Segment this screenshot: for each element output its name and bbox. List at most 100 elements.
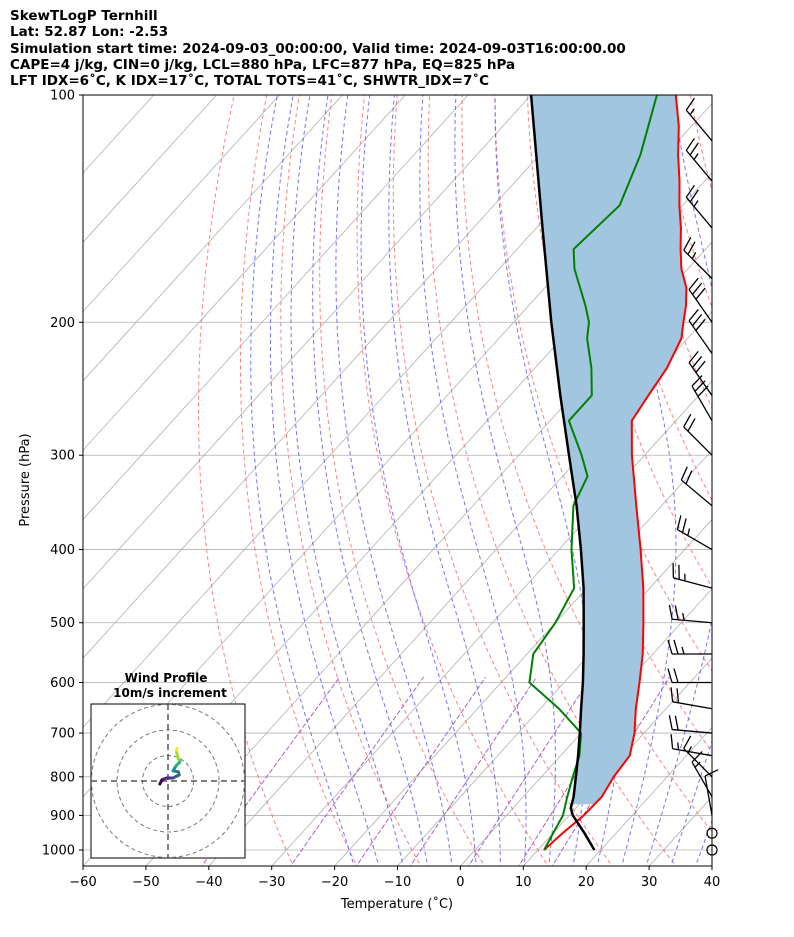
barb-shaft (672, 748, 713, 757)
mixing-ratio-line (409, 676, 538, 866)
x-tick-label: −30 (258, 875, 285, 890)
wind-barb (670, 687, 713, 710)
barb-half-flag (693, 200, 699, 207)
barb-shaft (691, 385, 713, 422)
y-tick-label: 1000 (42, 844, 75, 859)
y-tick-label: 400 (50, 543, 75, 558)
dry-adiabat (240, 95, 358, 866)
y-tick-label: 500 (50, 616, 75, 631)
barb-shaft (685, 109, 713, 142)
moist-adiabat (454, 95, 556, 866)
wind-barb (667, 639, 712, 655)
parcel-line (529, 95, 596, 851)
hodograph-subtitle: 10m/s increment (113, 686, 227, 700)
chart-title: SkewTLogP Ternhill (10, 8, 158, 24)
barb-flag (688, 309, 699, 322)
x-axis-label: Temperature (˚C) (340, 896, 453, 912)
barb-shaft (691, 761, 713, 798)
dry-adiabat (319, 95, 486, 866)
barb-flag (667, 639, 673, 655)
barb-flag (685, 184, 695, 198)
barb-flag (687, 241, 696, 255)
wind-barb (685, 184, 713, 229)
barb-flag (685, 97, 695, 111)
x-tick-label: 0 (456, 875, 464, 890)
y-tick-label: 100 (50, 89, 75, 104)
isotherm (208, 310, 712, 866)
cape-area (531, 95, 687, 805)
x-tick-label: −50 (132, 875, 159, 890)
barb-flag (691, 375, 703, 387)
isotherm (761, 61, 794, 882)
mixing-ratio-line (467, 676, 592, 866)
dry-adiabat (752, 78, 794, 869)
dry-adiabat (280, 95, 422, 866)
wind-barb (685, 97, 713, 142)
barb-shaft (683, 748, 713, 778)
hodograph-segment (174, 746, 179, 752)
isotherm (145, 241, 712, 866)
wind-barbs (667, 97, 719, 856)
barb-flag (676, 688, 680, 703)
wind-barb (688, 309, 713, 354)
barb-flag (673, 639, 679, 655)
dry-adiabat (494, 95, 712, 753)
wind-barb (676, 515, 713, 551)
barb-flag (683, 735, 692, 749)
isotherm (83, 95, 343, 382)
moist-adiabat (290, 95, 404, 866)
dry-adiabat (356, 95, 549, 866)
barb-flag (668, 715, 673, 730)
moist-adiabat (695, 819, 712, 866)
barb-flag (691, 355, 703, 369)
wind-barb (668, 715, 713, 734)
location-label: Lat: 52.87 Lon: -2.53 (10, 24, 169, 41)
mixing-ratio-line (551, 676, 670, 866)
barb-flag (688, 277, 699, 290)
barb-flag (691, 282, 703, 295)
y-tick-label: 200 (50, 316, 75, 331)
wind-barb (685, 137, 713, 182)
temperature-line (543, 95, 688, 851)
barb-flag (691, 313, 703, 327)
barb-half-flag (691, 252, 697, 260)
y-tick-label: 800 (50, 770, 75, 785)
moist-adiabat (670, 739, 712, 866)
axes: −60 −50 −40 −30 −20 −10 0 10 20 30 40 1000 900 800 700… (42, 89, 720, 891)
barb-flag (680, 466, 688, 481)
barb-half-flag (693, 153, 699, 160)
barb-flag (685, 470, 693, 485)
barb-shaft (688, 320, 713, 354)
moist-adiabat (419, 95, 527, 866)
cape-fill (531, 95, 687, 805)
barb-shaft (704, 775, 713, 816)
wind-barb (688, 350, 713, 396)
barb-flag (695, 360, 706, 373)
y-axis-label: Pressure (hPa) (18, 433, 33, 526)
wind-barb (680, 466, 713, 507)
barb-flag (670, 734, 674, 749)
x-tick-label: 40 (704, 875, 721, 890)
barb-flag (673, 668, 679, 683)
isotherm (522, 657, 712, 866)
dry-adiabat (392, 95, 613, 866)
y-tick-label: 700 (50, 727, 75, 742)
isotherm (83, 95, 532, 590)
dry-adiabat (784, 78, 794, 869)
wind-barb (683, 237, 713, 279)
barb-flag (668, 604, 673, 620)
chart-header: SkewTLogP Ternhill Lat: 52.87 Lon: -2.53… (10, 8, 626, 89)
barb-half-flag (677, 742, 680, 750)
barb-flag (689, 142, 699, 156)
y-tick-label: 600 (50, 676, 75, 691)
isotherm (271, 380, 712, 866)
barb-flag (685, 137, 695, 151)
dry-adiabat (526, 95, 712, 672)
barb-flag (670, 687, 674, 702)
wind-barb (672, 563, 713, 589)
dry-adiabat (591, 95, 712, 502)
barb-flag (695, 318, 706, 332)
indices-label-1: CAPE=4 j/kg, CIN=0 j/kg, LCL=880 hPa, LF… (10, 56, 516, 73)
barb-flag (683, 237, 692, 251)
